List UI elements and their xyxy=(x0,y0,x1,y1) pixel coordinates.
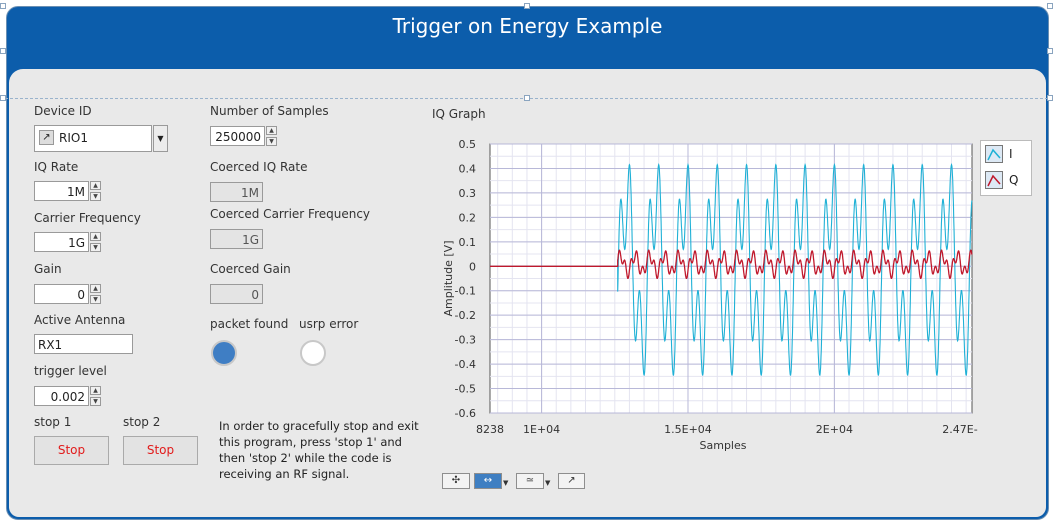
num-samples-label: Number of Samples xyxy=(210,104,329,118)
resize-handle[interactable] xyxy=(524,3,530,9)
x-tick-label: 2.47E- xyxy=(942,423,977,436)
y-tick-label: -0.3 xyxy=(455,334,476,347)
increment-icon[interactable]: ▲ xyxy=(90,181,101,190)
stop2-button[interactable]: Stop xyxy=(123,436,198,465)
y-tick-label: -0.1 xyxy=(455,285,476,298)
stop1-label: stop 1 xyxy=(34,415,72,429)
gain-stepper[interactable]: ▲ ▼ xyxy=(90,284,101,304)
iq-rate-input[interactable]: 1M xyxy=(34,181,89,201)
coerced-gain-label: Coerced Gain xyxy=(210,262,291,276)
cursor-move-tool-icon[interactable]: ✣ xyxy=(442,473,470,489)
trigger-level-input[interactable]: 0.002 xyxy=(34,386,89,406)
device-id-value: RIO1 xyxy=(59,131,88,145)
plot-legend[interactable]: I Q xyxy=(980,140,1032,196)
num-samples-stepper[interactable]: ▲ ▼ xyxy=(266,126,277,146)
pan-tool-icon[interactable]: ↔ xyxy=(474,473,502,489)
line-plot-icon xyxy=(985,171,1003,189)
usrp-error-label: usrp error xyxy=(299,317,359,331)
decrement-icon[interactable]: ▼ xyxy=(266,137,277,146)
increment-icon[interactable]: ▲ xyxy=(90,232,101,241)
carrier-frequency-stepper[interactable]: ▲ ▼ xyxy=(90,232,101,252)
iq-rate-label: IQ Rate xyxy=(34,160,79,174)
zoom-tool-icon[interactable]: ≃ xyxy=(516,473,544,489)
x-axis-label: Samples xyxy=(700,439,747,452)
iq-graph[interactable]: 0.5 0.4 0.3 0.2 0.1 0 -0.1 -0.2 -0.3 -0.4 -0.5 -0.6… xyxy=(430,128,990,458)
resize-handle[interactable] xyxy=(0,3,6,9)
legend-label-i: I xyxy=(1009,147,1013,161)
x-tick-label: 8238 xyxy=(476,423,504,436)
zoom-dropdown-icon[interactable]: ▼ xyxy=(545,479,551,487)
pan-dropdown-icon[interactable]: ▼ xyxy=(503,479,509,487)
device-id-dropdown-icon[interactable]: ▼ xyxy=(153,125,168,152)
stop2-label: stop 2 xyxy=(123,415,161,429)
series-line-q xyxy=(490,249,973,280)
browse-arrow-icon[interactable]: ↗ xyxy=(39,130,54,145)
resize-handle[interactable] xyxy=(524,95,530,101)
trigger-level-label: trigger level xyxy=(34,364,107,378)
legend-item-q[interactable]: Q xyxy=(985,171,1029,193)
resize-handle[interactable] xyxy=(1047,48,1053,54)
carrier-frequency-input[interactable]: 1G xyxy=(34,232,89,252)
stop1-button[interactable]: Stop xyxy=(34,436,109,465)
coerced-carrier-frequency-label: Coerced Carrier Frequency xyxy=(210,207,371,221)
x-tick-label: 1.5E+04 xyxy=(664,423,712,436)
y-tick-label: 0.5 xyxy=(459,138,477,151)
coerced-gain-indicator: 0 xyxy=(210,284,263,304)
active-antenna-input[interactable]: RX1 xyxy=(34,334,133,354)
coerced-iq-rate-indicator: 1M xyxy=(210,182,263,202)
y-axis-label: Amplitude [V] xyxy=(442,241,455,317)
decrement-icon[interactable]: ▼ xyxy=(90,295,101,304)
y-tick-label: -0.2 xyxy=(455,309,476,322)
series-line-i xyxy=(490,163,973,376)
carrier-frequency-label: Carrier Frequency xyxy=(34,211,141,225)
device-id-label: Device ID xyxy=(34,104,92,118)
packet-found-label: packet found xyxy=(210,317,289,331)
y-tick-label: -0.5 xyxy=(455,383,476,396)
decrement-icon[interactable]: ▼ xyxy=(90,243,101,252)
window-title: Trigger on Energy Example xyxy=(392,14,663,38)
device-id-select[interactable]: RIO1 ↗ xyxy=(34,125,152,152)
increment-icon[interactable]: ▲ xyxy=(266,126,277,135)
autoscale-tool-icon[interactable]: ↗ xyxy=(558,473,585,489)
gain-label: Gain xyxy=(34,262,62,276)
resize-handle[interactable] xyxy=(1047,3,1053,9)
legend-label-q: Q xyxy=(1009,173,1019,187)
resize-handle[interactable] xyxy=(1047,95,1053,101)
legend-item-i[interactable]: I xyxy=(985,145,1029,167)
resize-handle[interactable] xyxy=(0,48,6,54)
decrement-icon[interactable]: ▼ xyxy=(90,397,101,406)
line-plot-icon xyxy=(985,145,1003,163)
x-tick-label: 1E+04 xyxy=(523,423,560,436)
y-tick-label: -0.4 xyxy=(455,358,476,371)
resize-handle[interactable] xyxy=(0,95,6,101)
iq-graph-label: IQ Graph xyxy=(432,107,486,121)
increment-icon[interactable]: ▲ xyxy=(90,386,101,395)
x-tick-label: 2E+04 xyxy=(816,423,853,436)
coerced-carrier-frequency-indicator: 1G xyxy=(210,229,263,249)
active-antenna-label: Active Antenna xyxy=(34,313,126,327)
y-tick-label: 0.3 xyxy=(459,187,477,200)
increment-icon[interactable]: ▲ xyxy=(90,284,101,293)
y-tick-label: 0.1 xyxy=(459,236,477,249)
y-tick-label: -0.6 xyxy=(455,407,476,420)
iq-rate-stepper[interactable]: ▲ ▼ xyxy=(90,181,101,201)
coerced-iq-rate-label: Coerced IQ Rate xyxy=(210,160,308,174)
gain-input[interactable]: 0 xyxy=(34,284,89,304)
y-tick-label: 0 xyxy=(469,260,476,273)
y-tick-label: 0.4 xyxy=(459,162,477,175)
instructions-text: In order to gracefully stop and exit thi… xyxy=(219,419,419,481)
decrement-icon[interactable]: ▼ xyxy=(90,192,101,201)
num-samples-input[interactable]: 250000 xyxy=(210,126,265,146)
packet-found-led xyxy=(211,340,237,366)
y-tick-label: 0.2 xyxy=(459,211,477,224)
trigger-level-stepper[interactable]: ▲ ▼ xyxy=(90,386,101,406)
usrp-error-led xyxy=(300,340,326,366)
